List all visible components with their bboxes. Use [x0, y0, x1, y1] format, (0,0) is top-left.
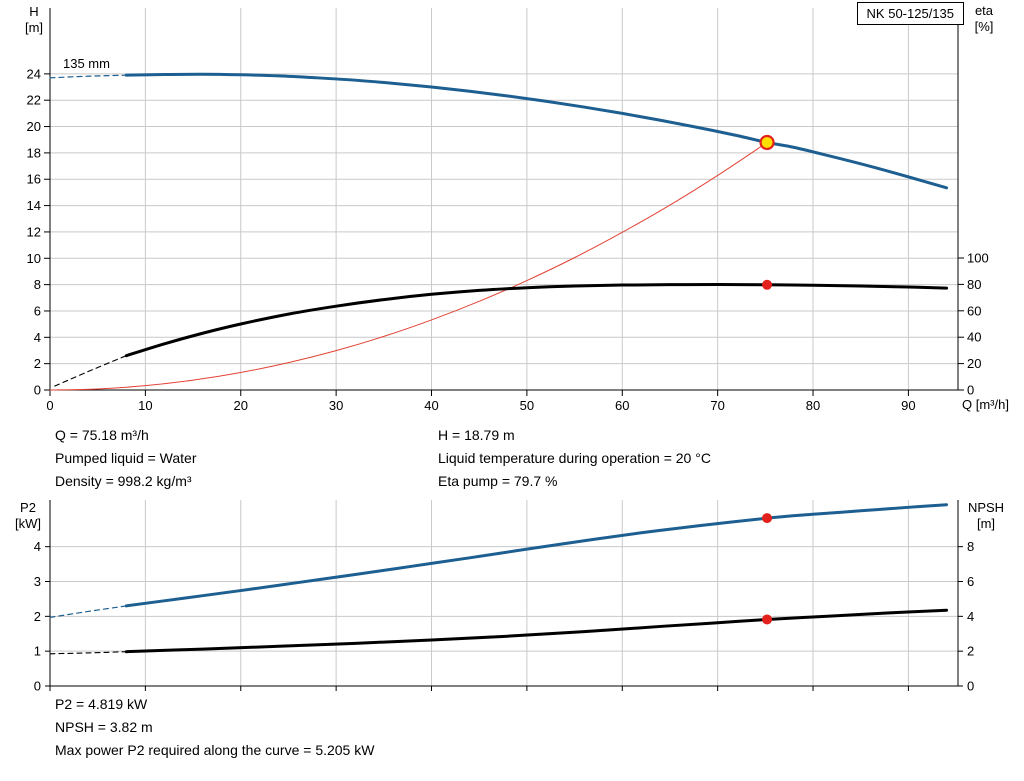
y-left-tick-label: 16	[27, 172, 41, 187]
y-left-tick-label: 24	[27, 66, 41, 81]
x-tick-label: 30	[329, 398, 343, 413]
y-left-tick-label: 10	[27, 251, 41, 266]
y-right-tick-label: 80	[967, 277, 981, 292]
y-right-tick-label: 4	[967, 609, 974, 624]
p2-axis-title-unit: [kW]	[15, 516, 41, 531]
p2-axis-title: P2 [kW]	[8, 500, 48, 532]
y-left-tick-label: 18	[27, 145, 41, 160]
y-left-tick-label: 1	[34, 644, 41, 659]
y-left-tick-label: 14	[27, 198, 41, 213]
p2-npsh-chart: 0 1 2 3 4 0 2 4 6 8 P2 [kW] NPSH [m]	[0, 498, 1024, 692]
x-tick-label: 20	[234, 398, 248, 413]
series-h-curve-dashed-extension	[49, 74, 127, 79]
power-npsh-info: P2 = 4.819 kW NPSH = 3.82 m Max power P2…	[55, 693, 374, 762]
x-tick-label: 70	[710, 398, 724, 413]
y-right-tick-label: 100	[967, 251, 989, 266]
series-eta-curve-dashed-extension	[54, 355, 127, 387]
x-tick-label: 40	[424, 398, 438, 413]
hq-eta-chart-canvas: 0 10 20 30 40 50 60 70 80 90024681012141618202224…	[27, 8, 989, 413]
series-h-curve	[124, 72, 949, 190]
h-axis-title-unit: [m]	[24, 20, 44, 35]
y-right-tick-label: 0	[967, 679, 974, 693]
series-npsh-curve-dashed-extension	[49, 651, 127, 655]
duty-info-column-2: H = 18.79 m Liquid temperature during op…	[438, 424, 711, 493]
y-right-tick-label: 2	[967, 644, 974, 659]
y-left-tick-label: 2	[34, 609, 41, 624]
info-head: H = 18.79 m	[438, 427, 515, 443]
duty-info-column-1: Q = 75.18 m³/h Pumped liquid = Water Den…	[55, 424, 197, 493]
y-left-tick-label: 0	[34, 679, 41, 693]
info-p2: P2 = 4.819 kW	[55, 696, 148, 712]
y-right-tick-label: 8	[967, 539, 974, 554]
y-right-tick-label: 60	[967, 303, 981, 318]
y-left-tick-label: 20	[27, 119, 41, 134]
eta-axis-title-unit: [%]	[974, 19, 994, 34]
info-npsh: NPSH = 3.82 m	[55, 719, 153, 735]
impeller-diameter-label: 135 mm	[63, 56, 110, 71]
info-max-power: Max power P2 required along the curve = …	[55, 742, 375, 758]
p2-npsh-chart-canvas: 0 1 2 3 4 0 2 4 6 8	[34, 500, 974, 693]
y-right-tick-label: 20	[967, 356, 981, 371]
y-left-tick-label: 0	[34, 383, 41, 398]
duty-point-p2	[762, 513, 773, 524]
x-tick-label: 90	[901, 398, 915, 413]
h-axis-title: H [m]	[16, 4, 52, 36]
duty-point-h	[759, 134, 775, 151]
y-left-tick-label: 3	[34, 574, 41, 589]
y-left-tick-label: 8	[34, 277, 41, 292]
npsh-axis-title-unit: [m]	[976, 516, 996, 531]
x-tick-label: 60	[615, 398, 629, 413]
series-npsh-curve	[124, 608, 949, 654]
y-left-tick-label: 4	[34, 330, 41, 345]
info-flow: Q = 75.18 m³/h	[55, 427, 149, 443]
q-axis-title: Q [m³/h]	[962, 397, 1009, 412]
y-left-tick-label: 22	[27, 93, 41, 108]
eta-axis-title: eta [%]	[962, 3, 1006, 35]
npsh-axis-title: NPSH [m]	[958, 500, 1014, 532]
hq-eta-chart: 0 10 20 30 40 50 60 70 80 90 0 2 4 6 8 10 12 14 16 18 20 22 24…	[16, 2, 1009, 413]
y-right-tick-label: 6	[967, 574, 974, 589]
duty-point-eta	[762, 279, 773, 290]
y-right-tick-label: 0	[967, 383, 974, 398]
x-tick-label: 10	[138, 398, 152, 413]
pump-model-badge: NK 50-125/135	[856, 2, 964, 25]
info-density: Density = 998.2 kg/m³	[55, 473, 192, 489]
x-tick-label: 0	[46, 398, 53, 413]
x-tick-label: 80	[806, 398, 820, 413]
info-liquid-temperature: Liquid temperature during operation = 20…	[438, 450, 711, 466]
y-left-tick-label: 2	[34, 356, 41, 371]
y-left-tick-label: 6	[34, 303, 41, 318]
x-tick-label: 50	[520, 398, 534, 413]
y-right-tick-label: 40	[967, 330, 981, 345]
info-eta-pump: Eta pump = 79.7 %	[438, 473, 558, 489]
series-p2-curve	[124, 503, 949, 608]
info-pumped-liquid: Pumped liquid = Water	[55, 450, 197, 466]
h-axis-title-symbol: H	[29, 4, 39, 19]
series-eta-curve	[124, 283, 949, 358]
y-left-tick-label: 12	[27, 224, 41, 239]
npsh-axis-title-symbol: NPSH	[967, 500, 1005, 515]
y-left-tick-label: 4	[34, 539, 41, 554]
eta-axis-title-symbol: eta	[974, 3, 994, 18]
series-p2-curve-dashed-extension	[49, 605, 127, 618]
p2-axis-title-symbol: P2	[20, 500, 36, 515]
duty-point-npsh	[762, 614, 773, 625]
series-duty-parabola	[49, 141, 768, 391]
